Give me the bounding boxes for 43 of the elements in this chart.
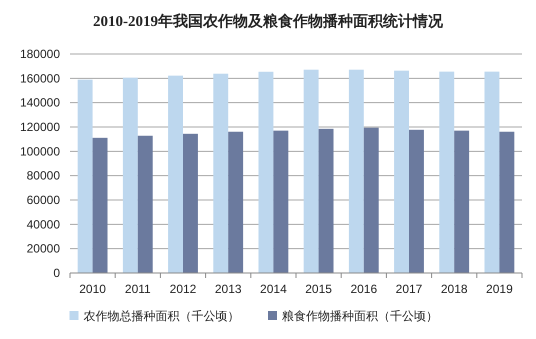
bar — [228, 132, 244, 273]
bar — [92, 138, 108, 273]
y-tick-label: 100000 — [20, 144, 60, 158]
y-tick-label: 0 — [53, 266, 60, 280]
bar — [168, 76, 183, 273]
y-tick-label: 60000 — [26, 193, 60, 207]
bar — [122, 78, 138, 273]
bar — [183, 134, 198, 273]
x-tick-label: 2011 — [124, 282, 152, 296]
y-tick-label: 20000 — [26, 242, 60, 256]
bar — [394, 70, 409, 273]
y-tick-label: 140000 — [20, 96, 60, 110]
legend-label: 粮食作物播种面积（千公顷） — [282, 309, 438, 323]
x-tick-label: 2013 — [214, 282, 242, 296]
chart-title: 2010-2019年我国农作物及粮食作物播种面积统计情况 — [93, 13, 444, 30]
bar — [318, 128, 334, 273]
y-tick-label: 120000 — [20, 120, 60, 134]
bar — [454, 130, 470, 273]
y-tick-label: 180000 — [20, 47, 60, 61]
y-tick-label: 40000 — [26, 217, 60, 232]
bar — [409, 130, 424, 273]
x-tick-label: 2015 — [305, 282, 332, 296]
x-tick-label: 2016 — [350, 282, 378, 296]
legend-label: 农作物总播种面积（千公顷） — [84, 309, 240, 323]
x-tick-label: 2017 — [396, 282, 423, 296]
bar — [78, 80, 93, 273]
bar — [213, 74, 228, 273]
y-tick-label: 80000 — [26, 168, 60, 183]
bar — [364, 128, 379, 273]
y-tick-label: 160000 — [20, 71, 60, 86]
bar — [273, 130, 288, 273]
bar — [439, 72, 454, 273]
bar — [484, 72, 500, 273]
bar — [499, 132, 514, 273]
x-tick-label: 2010 — [79, 282, 106, 296]
x-tick-label: 2019 — [486, 282, 514, 296]
x-tick-label: 2012 — [170, 282, 197, 296]
bar — [138, 136, 153, 273]
bar — [304, 70, 319, 273]
bar — [258, 72, 274, 273]
x-tick-label: 2018 — [440, 282, 468, 296]
x-tick-label: 2014 — [260, 282, 288, 296]
bar — [348, 70, 364, 273]
